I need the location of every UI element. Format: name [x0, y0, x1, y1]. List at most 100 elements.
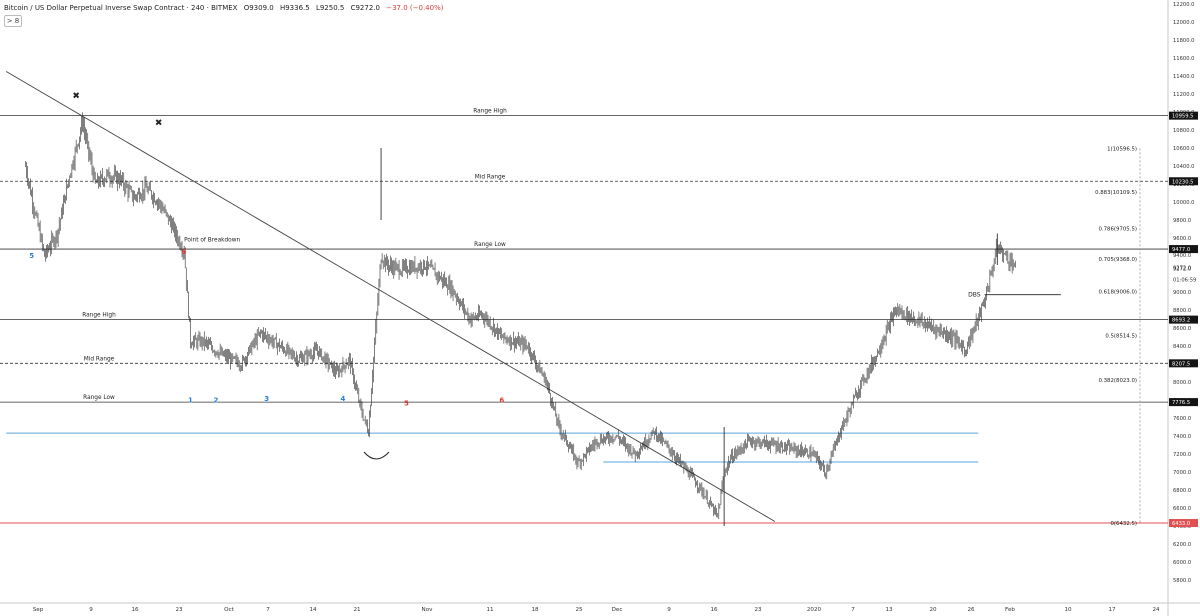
x-tick-label: 23: [754, 607, 762, 613]
y-tick-label: 11200.0: [1173, 92, 1194, 98]
fib-level-label: 0.786(9705.5): [1098, 227, 1137, 233]
x-tick-label: 9: [667, 607, 671, 613]
y-tick-label: 11600.0: [1173, 56, 1194, 62]
y-tick-label: 10400.0: [1173, 164, 1194, 170]
y-tick-label: 6800.0: [1173, 488, 1191, 494]
x-tick-label: 23: [175, 607, 183, 613]
wave-count-label: 1: [188, 397, 193, 405]
wave-count-label: 2: [213, 397, 218, 405]
x-tick-label: 2020: [807, 607, 822, 613]
x-tick-label: 10: [1064, 607, 1072, 613]
range-level-label: Range High: [473, 109, 507, 115]
y-tick-label: 12200.0: [1173, 2, 1194, 8]
fib-level-label: 0.618(9006.0): [1098, 289, 1137, 295]
x-tick-label: 16: [131, 607, 139, 613]
price-tag-label: 10230.5: [1172, 179, 1193, 185]
ohlc-low: L9250.5: [315, 4, 345, 12]
x-tick-label: 21: [353, 607, 361, 613]
x-tick-label: Oct: [224, 607, 234, 613]
x-tick-label: Nov: [422, 607, 434, 613]
x-tick-label: Feb: [1005, 607, 1015, 613]
rejection-cross-icon: ✖: [155, 119, 163, 129]
price-tag-bg: [1169, 177, 1198, 186]
price-tag-label: 8207.5: [1172, 361, 1190, 367]
x-tick-label: 18: [531, 607, 539, 613]
price-tag-bg: [1169, 398, 1198, 407]
price-tag-label: 6433.0: [1172, 521, 1190, 527]
range-level-label: Range High: [82, 313, 116, 319]
y-tick-label: 11800.0: [1173, 38, 1194, 44]
y-tick-label: 6200.0: [1173, 542, 1191, 548]
x-tick-label: 13: [885, 607, 893, 613]
y-tick-label: 7400.0: [1173, 434, 1191, 440]
fib-level-label: 0.705(9368.0): [1098, 257, 1137, 263]
y-tick-label: 10600.0: [1173, 146, 1194, 152]
price-tag-bg: [1169, 245, 1198, 254]
ohlc-open: O9309.0: [243, 4, 274, 12]
price-tag-label: 8693.2: [1172, 318, 1190, 324]
y-tick-label: 6000.0: [1173, 560, 1191, 566]
price-tag-bg: [1169, 359, 1198, 368]
y-tick-label: 8600.0: [1173, 326, 1191, 332]
fib-level-label: 0(6432.5): [1111, 521, 1138, 527]
rejection-cross-icon: ✖: [72, 92, 80, 102]
ohlc-close: C9272.0: [350, 4, 380, 12]
price-tag-label: 9477.0: [1172, 247, 1190, 253]
annotation-label: Point of Breakdown: [184, 238, 240, 244]
y-tick-label: 7600.0: [1173, 416, 1191, 422]
y-tick-label: 9272.0: [1173, 267, 1191, 273]
wave-count-label: 5: [404, 399, 409, 407]
y-tick-label: 11400.0: [1173, 74, 1194, 80]
fib-level-label: 0.883(10109.5): [1095, 190, 1137, 196]
y-tick-label: 9000.0: [1173, 290, 1191, 296]
x-tick-label: 16: [710, 607, 718, 613]
symbol-title: Bitcoin / US Dollar Perpetual Inverse Sw…: [4, 4, 238, 12]
x-tick-label: Dec: [612, 607, 623, 613]
price-tag-bg: [1169, 519, 1198, 528]
x-tick-label: 24: [1152, 607, 1160, 613]
y-tick-label: 10000.0: [1173, 200, 1194, 206]
x-tick-label: 20: [929, 607, 937, 613]
x-tick-label: 7: [266, 607, 270, 613]
y-tick-label: 8800.0: [1173, 308, 1191, 314]
bottom-bracket-icon: [363, 451, 390, 460]
y-tick-label: 7200.0: [1173, 452, 1191, 458]
ohlc-change: −37.0 (−0.40%): [386, 4, 444, 12]
wave-count-label: 3: [264, 395, 269, 403]
current-price-tag: 01:06:59: [1173, 277, 1196, 283]
price-tag-bg: [1169, 111, 1198, 120]
indicator-collapse-button[interactable]: > 8: [4, 15, 22, 27]
y-tick-label: 8000.0: [1173, 380, 1191, 386]
wave-count-label: 5: [29, 252, 34, 260]
x-tick-label: 9: [89, 607, 93, 613]
wave-count-label: 6: [182, 248, 187, 256]
x-tick-label: 14: [309, 607, 317, 613]
x-tick-label: Sep: [33, 607, 44, 613]
y-tick-label: 9800.0: [1173, 218, 1191, 224]
ohlc-high: H9336.5: [279, 4, 310, 12]
range-level-label: Range Low: [474, 242, 506, 248]
price-tag-label: 7776.5: [1172, 400, 1190, 406]
y-tick-label: 7000.0: [1173, 470, 1191, 476]
price-tag-bg: [1169, 315, 1198, 324]
range-level-label: Range Low: [83, 395, 115, 401]
range-level-label: Mid Range: [475, 174, 506, 180]
range-level-label: Mid Range: [84, 356, 115, 362]
y-tick-label: 9400.0: [1173, 253, 1191, 259]
y-tick-label: 8400.0: [1173, 344, 1191, 350]
y-tick-label: 6600.0: [1173, 506, 1191, 512]
x-tick-label: 7: [851, 607, 855, 613]
wave-count-label: 6: [499, 397, 504, 405]
dbs-label: DBS: [968, 292, 981, 299]
current-price-tag: 9272.0: [1173, 266, 1191, 272]
y-tick-label: 9600.0: [1173, 236, 1191, 242]
y-tick-label: 10800.0: [1173, 128, 1194, 134]
fib-level-label: 1(10596.5): [1107, 146, 1137, 152]
y-tick-label: 12000.0: [1173, 20, 1194, 26]
price-tag-label: 10959.5: [1172, 114, 1193, 120]
x-tick-label: 11: [486, 607, 494, 613]
y-tick-label: 5800.0: [1173, 578, 1191, 584]
wave-count-label: 4: [341, 395, 346, 403]
